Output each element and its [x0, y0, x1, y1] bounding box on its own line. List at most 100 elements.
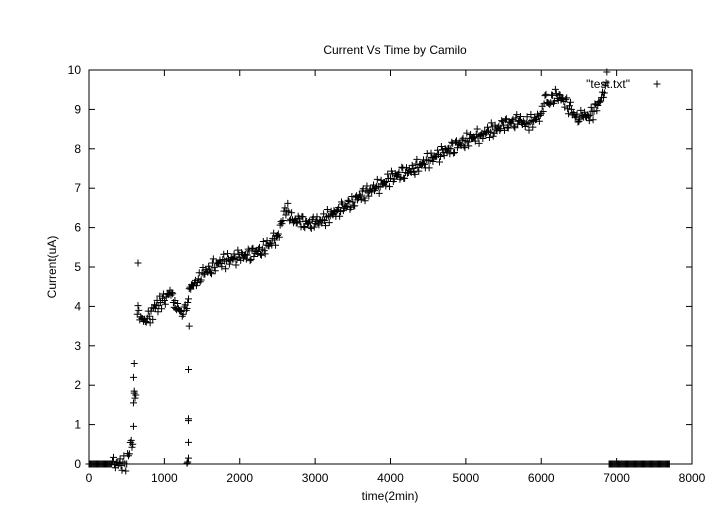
- data-point: [587, 103, 595, 111]
- data-point: [130, 387, 138, 395]
- data-point: [325, 219, 333, 227]
- data-point: [129, 399, 137, 407]
- data-point: [149, 315, 157, 323]
- data-point: [127, 436, 135, 444]
- data-point: [123, 460, 131, 468]
- data-point: [562, 95, 570, 103]
- data-point: [161, 300, 169, 308]
- data-point: [257, 251, 265, 259]
- x-tick-label: 7000: [603, 471, 630, 485]
- data-point: [413, 155, 421, 163]
- data-point: [382, 182, 390, 190]
- data-point: [549, 91, 557, 99]
- data-point: [132, 391, 140, 399]
- data-point: [184, 454, 192, 462]
- y-tick-label: 10: [68, 63, 82, 77]
- data-point: [436, 153, 444, 161]
- data-point: [333, 207, 341, 215]
- data-point: [129, 440, 137, 448]
- data-point: [503, 123, 511, 131]
- data-point: [321, 222, 329, 230]
- data-point: [401, 174, 409, 182]
- data-point: [546, 100, 554, 108]
- data-point: [373, 175, 381, 183]
- y-axis-ticks: 0 1 2 3 4 5 6 7 8 9 10: [68, 63, 692, 471]
- data-point: [209, 255, 217, 263]
- data-point: [665, 460, 673, 468]
- data-point: [596, 98, 604, 106]
- data-point: [206, 265, 214, 273]
- data-point: [122, 467, 130, 475]
- data-point: [261, 250, 269, 258]
- data-point: [593, 107, 601, 115]
- x-tick-label: 4000: [377, 471, 404, 485]
- data-point: [542, 90, 550, 98]
- data-point: [501, 116, 509, 124]
- data-point: [296, 218, 304, 226]
- data-point: [485, 134, 493, 142]
- data-point: [169, 290, 177, 298]
- data-point: [197, 276, 205, 284]
- data-point: [470, 134, 478, 142]
- data-point: [207, 269, 215, 277]
- data-point: [321, 217, 329, 225]
- y-tick-label: 8: [74, 142, 81, 156]
- data-point: [271, 236, 279, 244]
- data-point: [220, 250, 228, 258]
- data-point: [135, 306, 143, 314]
- data-point: [279, 216, 287, 224]
- data-point: [504, 124, 512, 132]
- data-point: [182, 306, 190, 314]
- data-point: [278, 220, 286, 228]
- data-point: [517, 113, 525, 121]
- data-point: [415, 167, 423, 175]
- data-point: [183, 305, 191, 313]
- data-point: [260, 247, 268, 255]
- y-tick-label: 6: [74, 221, 81, 235]
- data-point: [429, 158, 437, 166]
- data-point: [563, 94, 571, 102]
- x-tick-label: 8000: [679, 471, 706, 485]
- data-point: [142, 318, 150, 326]
- y-tick-label: 3: [74, 339, 81, 353]
- data-point: [535, 117, 543, 125]
- y-axis-label: Current(uA): [45, 236, 59, 299]
- data-point: [589, 116, 597, 124]
- data-point: [246, 257, 254, 265]
- y-tick-label: 7: [74, 181, 81, 195]
- x-tick-label: 5000: [453, 471, 480, 485]
- legend-marker: [653, 80, 661, 88]
- data-point: [475, 139, 483, 147]
- data-point: [335, 203, 343, 211]
- data-point: [600, 89, 608, 97]
- data-point: [409, 165, 417, 172]
- data-point: [273, 231, 281, 239]
- data-point: [508, 117, 516, 125]
- data-point: [447, 145, 455, 153]
- data-point: [597, 97, 605, 105]
- data-point: [510, 122, 518, 130]
- data-point: [210, 263, 218, 271]
- y-tick-label: 4: [74, 299, 81, 313]
- legend-marker-plus: [653, 80, 661, 88]
- data-point: [196, 278, 204, 286]
- data-point: [323, 205, 331, 213]
- data-point: [292, 219, 300, 227]
- data-point: [211, 267, 219, 275]
- data-point: [150, 301, 158, 309]
- data-point: [411, 170, 419, 178]
- data-point: [527, 110, 535, 118]
- data-point: [437, 142, 445, 150]
- data-point: [425, 164, 433, 172]
- data-point: [465, 142, 473, 150]
- data-point: [451, 149, 459, 157]
- data-point: [446, 150, 454, 158]
- x-axis-label: time(2min): [362, 489, 419, 503]
- x-tick-label: 0: [86, 471, 93, 485]
- data-point: [375, 189, 383, 197]
- data-point: [243, 251, 251, 259]
- data-points: [85, 68, 673, 475]
- data-point: [284, 199, 292, 207]
- data-point: [602, 79, 610, 87]
- x-tick-label: 6000: [528, 471, 555, 485]
